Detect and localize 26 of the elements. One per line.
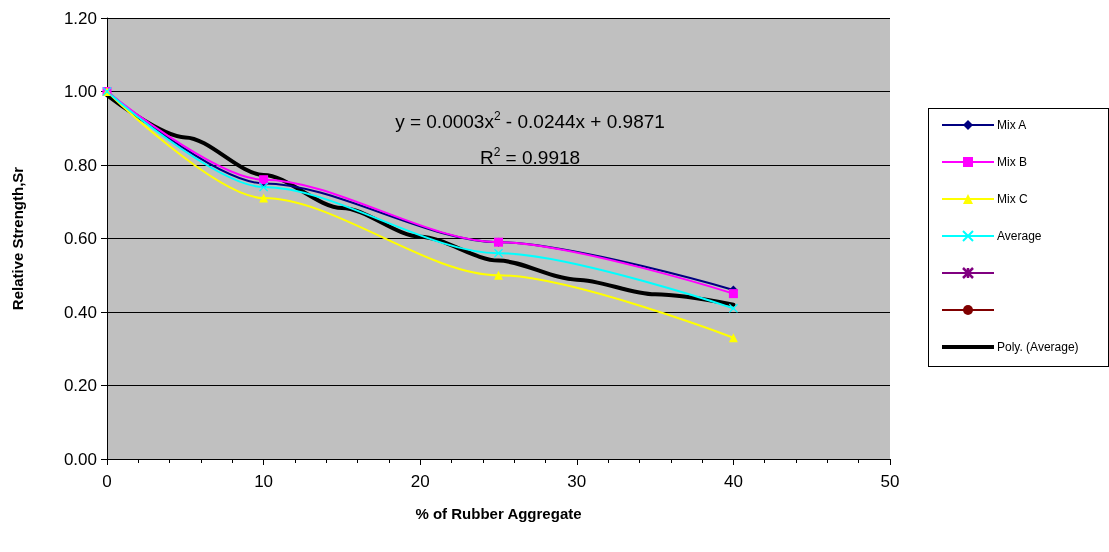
y-tick-label: 0.00 (63, 449, 97, 469)
x-tick-label: 10 (254, 472, 274, 491)
x-tick-label: 40 (723, 472, 743, 491)
point (728, 333, 738, 343)
y-axis-title: Relative Strength,Sr (9, 166, 26, 311)
y-tick-label: 1.20 (63, 8, 97, 28)
point (259, 182, 269, 192)
y-tick-label: 0.20 (63, 376, 97, 395)
x-tick-label: 50 (880, 472, 900, 491)
point (494, 270, 503, 280)
point (259, 193, 269, 203)
legend-label: Poly. (Average) (997, 340, 1079, 354)
y-tick-label: 0.80 (63, 155, 97, 175)
point (494, 248, 503, 258)
y-tick-label: 0.40 (63, 302, 97, 322)
legend-label: Mix B (997, 155, 1027, 169)
y-tick-label: 0.60 (63, 229, 97, 248)
x-axis-title: % of Rubber Aggregate (415, 505, 582, 522)
legend-label: Mix C (997, 192, 1028, 206)
legend-label: Mix A (997, 118, 1027, 132)
point (728, 289, 738, 299)
x-tick-label: 30 (567, 472, 587, 491)
y-tick-label: 1.00 (63, 82, 97, 101)
x-tick-label: 20 (410, 472, 430, 491)
legend-label: Average (997, 229, 1042, 243)
x-tick-label: 0 (102, 472, 112, 491)
